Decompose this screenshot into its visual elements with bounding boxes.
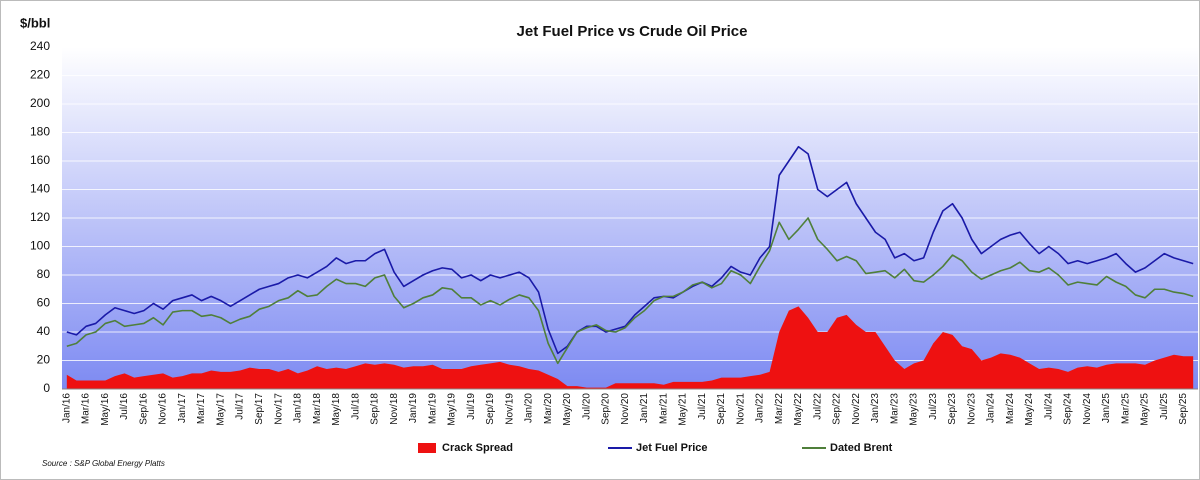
x-tick-label: Sep/20 <box>601 393 612 425</box>
x-tick-label: Sep/24 <box>1063 393 1074 425</box>
y-tick-label: 140 <box>30 182 50 196</box>
x-tick-label: Jul/20 <box>581 393 592 420</box>
x-tick-label: Sep/22 <box>832 393 843 425</box>
x-tick-label: Mar/16 <box>81 393 92 425</box>
x-tick-label: Mar/17 <box>196 393 207 425</box>
x-tick-label: Mar/19 <box>427 393 438 425</box>
legend-label: Crack Spread <box>442 442 513 454</box>
x-tick-label: Jan/21 <box>639 393 650 423</box>
x-tick-label: Jul/16 <box>119 393 130 420</box>
x-tick-label: Jan/25 <box>1101 393 1112 423</box>
x-tick-label: Jul/23 <box>928 393 939 420</box>
y-tick-label: 160 <box>30 153 50 167</box>
x-tick-label: Mar/21 <box>658 393 669 425</box>
x-tick-label: Mar/25 <box>1120 393 1131 425</box>
x-tick-label: Mar/23 <box>889 393 900 425</box>
y-tick-label: 80 <box>37 267 51 281</box>
x-tick-label: May/22 <box>793 393 804 426</box>
x-tick-label: May/20 <box>562 393 573 426</box>
y-tick-label: 20 <box>37 353 51 367</box>
x-tick-label: Nov/19 <box>504 393 515 425</box>
x-tick-label: Nov/20 <box>620 393 631 425</box>
y-tick-label: 120 <box>30 210 50 224</box>
x-tick-label: May/17 <box>215 393 226 426</box>
y-axis-label: $/bbl <box>20 15 50 30</box>
x-tick-label: Nov/18 <box>389 393 400 425</box>
price-line <box>66 217 1194 365</box>
x-tick-label: Nov/23 <box>966 393 977 425</box>
x-tick-label: Nov/16 <box>158 393 169 425</box>
x-tick-label: Sep/25 <box>1178 393 1189 425</box>
x-tick-label: May/18 <box>331 393 342 426</box>
x-tick-label: Jan/18 <box>293 393 304 423</box>
y-tick-label: 200 <box>30 96 50 110</box>
x-tick-label: Nov/21 <box>735 393 746 425</box>
y-tick-label: 180 <box>30 125 50 139</box>
x-tick-label: Sep/23 <box>947 393 958 425</box>
chart-title: Jet Fuel Price vs Crude Oil Price <box>517 23 748 40</box>
x-tick-label: Mar/22 <box>774 393 785 425</box>
x-tick-label: Jan/16 <box>61 393 72 423</box>
legend-swatch <box>418 443 436 453</box>
y-tick-label: 100 <box>30 239 50 253</box>
x-tick-label: Nov/22 <box>851 393 862 425</box>
x-tick-label: Jan/24 <box>986 393 997 423</box>
x-tick-label: May/21 <box>678 393 689 426</box>
x-tick-label: Jan/23 <box>870 393 881 423</box>
source-note: Source : S&P Global Energy Platts <box>42 459 165 468</box>
x-tick-label: May/25 <box>1140 393 1151 426</box>
x-tick-label: Sep/21 <box>716 393 727 425</box>
x-tick-label: Sep/17 <box>254 393 265 425</box>
x-tick-label: Sep/19 <box>485 393 496 425</box>
x-tick-label: Jul/21 <box>697 393 708 420</box>
x-tick-label: Sep/18 <box>370 393 381 425</box>
y-tick-label: 40 <box>37 324 51 338</box>
x-tick-label: Jan/20 <box>524 393 535 423</box>
x-tick-label: Mar/20 <box>543 393 554 425</box>
price-line <box>66 145 1194 355</box>
x-tick-label: Sep/16 <box>138 393 149 425</box>
x-tick-label: Mar/24 <box>1005 393 1016 425</box>
x-tick-label: Nov/24 <box>1082 393 1093 425</box>
x-tick-label: Jul/18 <box>350 393 361 420</box>
x-tick-label: Jan/19 <box>408 393 419 423</box>
x-tick-label: Jul/25 <box>1159 393 1170 420</box>
crack-area <box>66 306 1194 389</box>
y-tick-label: 240 <box>30 39 50 53</box>
x-tick-label: Jul/19 <box>466 393 477 420</box>
y-tick-label: 60 <box>37 296 51 310</box>
legend-label: Dated Brent <box>830 442 893 454</box>
y-tick-label: 0 <box>43 381 50 395</box>
x-tick-label: May/19 <box>447 393 458 426</box>
x-tick-label: Jul/17 <box>235 393 246 420</box>
x-tick-label: Nov/17 <box>273 393 284 425</box>
x-tick-label: May/24 <box>1024 393 1035 426</box>
x-tick-label: Mar/18 <box>312 393 323 425</box>
x-tick-label: May/23 <box>909 393 920 426</box>
y-tick-label: 220 <box>30 68 50 82</box>
x-tick-label: May/16 <box>100 393 111 426</box>
legend-label: Jet Fuel Price <box>636 442 708 454</box>
x-tick-label: Jan/22 <box>755 393 766 423</box>
x-tick-label: Jul/24 <box>1043 393 1054 420</box>
x-tick-label: Jul/22 <box>812 393 823 420</box>
x-tick-label: Jan/17 <box>177 393 188 423</box>
